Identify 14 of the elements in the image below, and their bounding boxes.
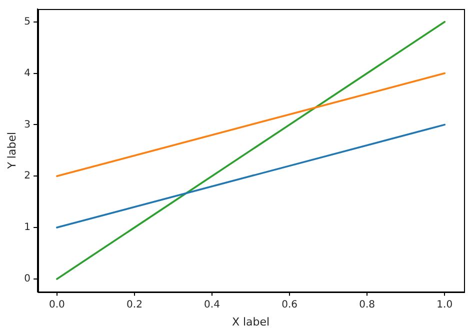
x-tick-label: 0.0	[48, 299, 65, 310]
x-tick-label: 0.2	[126, 299, 142, 310]
y-tick-label: 0	[24, 274, 31, 285]
y-axis-title: Y label	[5, 132, 18, 170]
x-tick-label: 0.4	[204, 299, 220, 310]
x-axis-title: X label	[232, 315, 270, 328]
y-tick-label: 2	[24, 170, 31, 182]
x-tick-label: 0.8	[359, 299, 376, 310]
y-tick-label: 1	[24, 222, 31, 234]
y-tick-label: 4	[24, 68, 31, 79]
x-tick-label: 1.0	[436, 299, 453, 310]
y-tick-label: 5	[24, 16, 31, 28]
y-tick-label: 3	[24, 119, 31, 130]
x-tick-label: 0.6	[282, 299, 298, 310]
